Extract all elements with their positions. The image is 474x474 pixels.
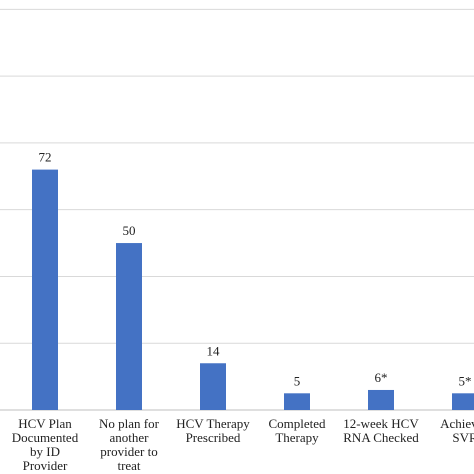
x-tick-label: No plan for another provider to treat — [99, 416, 160, 473]
x-tick-label: HCV Plan Documented by ID Provider — [12, 416, 79, 473]
bar — [116, 243, 142, 410]
data-label: 72 — [39, 150, 52, 165]
data-label: 5* — [459, 373, 472, 388]
data-label: 5 — [294, 373, 301, 388]
bar — [452, 393, 474, 410]
x-tick-label: HCV Therapy Prescribed — [176, 416, 250, 445]
data-label: 14 — [207, 343, 221, 358]
data-label: 50 — [123, 223, 136, 238]
x-tick-label: 12-week HCV RNA Checked — [343, 416, 419, 445]
x-tick-label: AchievedSVR — [440, 416, 474, 445]
data-label: 6* — [375, 370, 388, 385]
bar — [284, 393, 310, 410]
bar — [200, 363, 226, 410]
bar — [368, 389, 394, 410]
bar — [32, 169, 58, 410]
x-tick-label: Completed Therapy — [268, 416, 326, 445]
